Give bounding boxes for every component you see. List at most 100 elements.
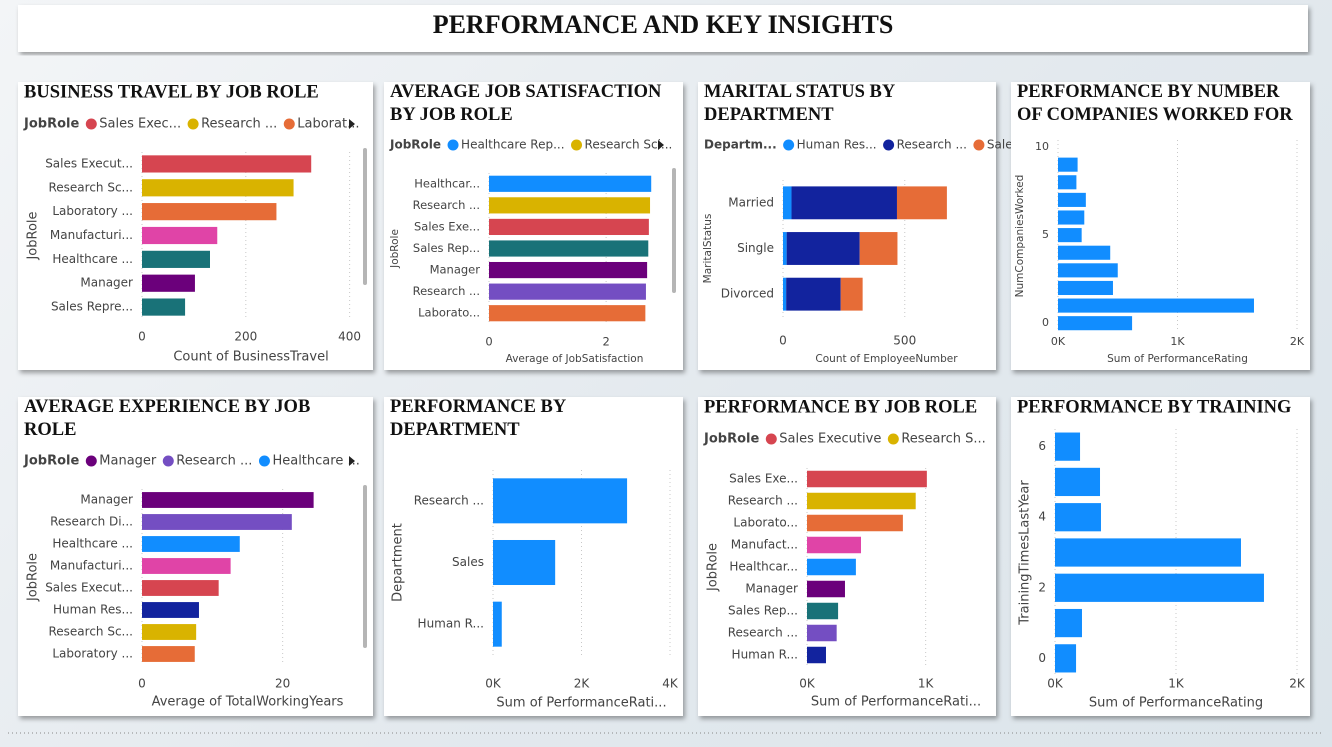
bar	[1055, 538, 1241, 567]
x-axis-label: Count of BusinessTravel	[173, 350, 328, 365]
bar	[1058, 175, 1077, 190]
y-category-label: Sales Rep...	[728, 604, 798, 618]
bar	[142, 179, 294, 197]
bar	[1055, 644, 1077, 673]
y-category-label: Research ...	[413, 284, 480, 298]
x-axis-label: Sum of PerformanceRating	[1089, 696, 1263, 711]
y-category-label: Research ...	[728, 626, 798, 640]
bar	[142, 155, 312, 173]
panel-bg	[698, 82, 996, 370]
y-category-label: Manager	[80, 276, 133, 290]
legend-title: JobRole	[23, 117, 79, 132]
bar	[1055, 467, 1101, 497]
bar	[1058, 280, 1113, 296]
scrollbar	[363, 485, 367, 648]
bar	[493, 478, 628, 524]
legend-swatch	[283, 118, 295, 130]
x-tick-label: 1K	[1170, 335, 1185, 348]
x-tick-label: 0	[138, 677, 146, 691]
bar	[142, 274, 195, 292]
legend-label: Research Sci...	[585, 138, 673, 152]
bar	[1058, 298, 1254, 313]
bar	[807, 558, 856, 576]
scrollbar	[672, 168, 676, 293]
panel-bg	[18, 397, 373, 716]
y-category-label: Manufacturi...	[50, 228, 133, 242]
title-box	[18, 5, 1308, 52]
legend-swatch	[783, 139, 795, 151]
bar	[142, 492, 314, 508]
chart-panel: AVERAGE EXPERIENCE BY JOB ROLE JobRole Man…	[18, 397, 373, 716]
y-category-label: Laborato...	[733, 516, 798, 530]
scrollbar	[363, 148, 367, 285]
y-tick-label: 5	[1042, 228, 1049, 241]
y-category-label: Healthcare ...	[52, 252, 133, 266]
y-tick-label: 0	[1042, 316, 1049, 329]
y-category-label: Divorced	[721, 287, 774, 301]
y-tick-label: 6	[1038, 439, 1046, 453]
chart-panel: BUSINESS TRAVEL BY JOB ROLE JobRole Sales …	[18, 82, 373, 370]
chart-title: PERFORMANCE BY DEPARTMENT	[390, 397, 570, 440]
bar	[807, 470, 927, 488]
x-axis-label: Average of JobSatisfaction	[506, 353, 644, 365]
x-tick-label: 500	[893, 334, 916, 348]
chart-title: AVERAGE JOB SATISFACTION BY JOB ROLE	[390, 82, 666, 125]
chart-title: PERFORMANCE BY TRAINING	[1017, 397, 1291, 417]
legend-swatch	[85, 455, 97, 467]
bar	[807, 646, 826, 664]
y-axis-label: NumCompaniesWorked	[1014, 175, 1026, 298]
bar	[489, 218, 649, 236]
y-category-label: Manufact...	[731, 538, 798, 552]
legend-label: Research ...	[897, 138, 967, 152]
legend-label: Healthcare ...	[272, 454, 359, 469]
y-category-label: Human Res...	[53, 603, 133, 617]
bar	[142, 298, 186, 316]
legend-title: Departm...	[704, 138, 777, 152]
legend-more	[349, 119, 355, 129]
bar-segment	[783, 232, 787, 265]
x-tick-label: 0	[138, 330, 146, 344]
y-category-label: Research Di...	[50, 515, 133, 529]
bar	[142, 203, 277, 221]
legend-label: Research ...	[176, 454, 252, 469]
bar	[1055, 608, 1082, 638]
legend-more	[658, 140, 664, 150]
y-category-label: Married	[728, 195, 774, 209]
bar	[1058, 316, 1133, 331]
bar	[489, 197, 651, 214]
x-tick-label: 2K	[574, 677, 591, 691]
y-category-label: Sales Exe...	[729, 472, 798, 486]
bar-segment	[786, 277, 841, 311]
bar	[142, 602, 199, 618]
legend-swatch	[162, 455, 174, 467]
legend-title: JobRole	[389, 138, 441, 152]
x-axis-label: Average of TotalWorkingYears	[152, 695, 344, 710]
chart-title: AVERAGE EXPERIENCE BY JOB ROLE	[24, 397, 315, 440]
legend-swatch	[973, 139, 985, 151]
y-axis-label: JobRole	[26, 211, 41, 260]
x-tick-label: 400	[338, 330, 361, 344]
bar	[1058, 210, 1085, 225]
legend-swatch	[447, 139, 459, 151]
bar	[807, 492, 916, 510]
bar	[142, 646, 195, 662]
legend-title: JobRole	[23, 454, 79, 469]
y-category-label: Healthcare ...	[52, 537, 133, 551]
y-category-label: Single	[737, 241, 774, 255]
y-axis-label: TrainingTimesLastYear	[1018, 480, 1033, 626]
y-axis-label: Department	[391, 523, 406, 602]
y-category-label: Sales Execut...	[45, 156, 133, 170]
bar	[142, 580, 219, 596]
bar	[493, 539, 556, 586]
y-axis-label: JobRole	[706, 543, 721, 592]
bar	[142, 514, 292, 530]
bar	[489, 240, 649, 257]
x-axis-label: Sum of PerformanceRati...	[496, 696, 666, 711]
bar	[142, 226, 218, 245]
x-tick-label: 0K	[799, 677, 816, 691]
bar	[807, 624, 837, 642]
bar	[1058, 263, 1118, 278]
y-category-label: Manager	[80, 493, 133, 507]
